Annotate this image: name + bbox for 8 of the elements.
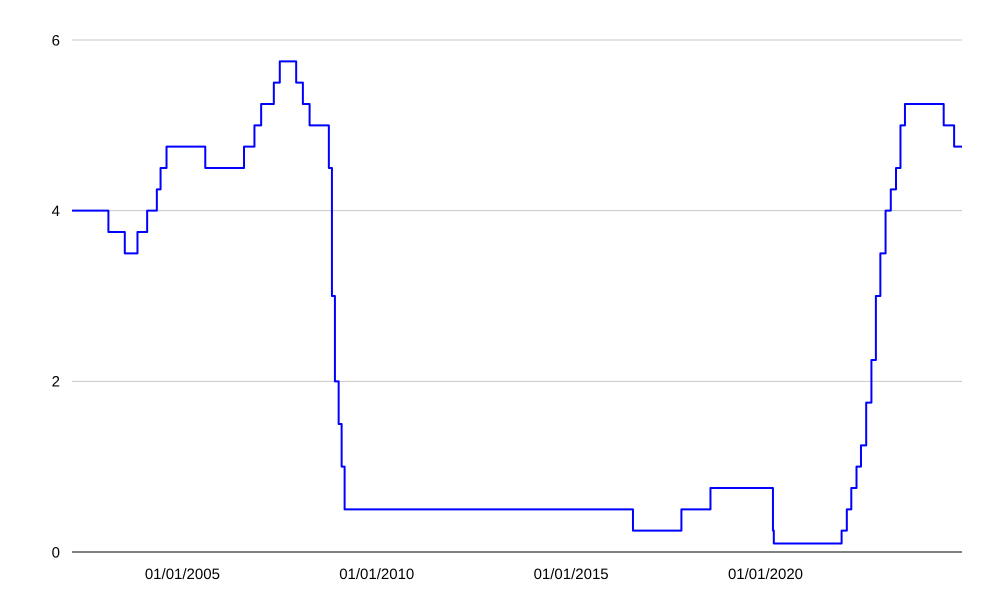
x-tick-label: 01/01/2005 xyxy=(144,566,220,583)
x-tick-label: 01/01/2015 xyxy=(534,566,609,583)
y-tick-label: 0 xyxy=(52,544,60,562)
x-tick-label: 01/01/2010 xyxy=(339,566,414,583)
y-tick-label: 4 xyxy=(52,202,60,220)
x-tick-label: 01/01/2020 xyxy=(728,566,804,583)
y-tick-label: 6 xyxy=(52,32,60,50)
y-tick-label: 2 xyxy=(52,374,60,391)
